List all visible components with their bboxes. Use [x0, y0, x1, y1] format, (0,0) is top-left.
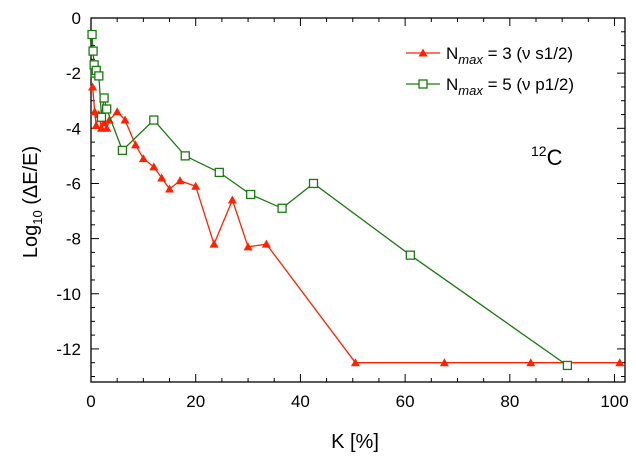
annotation-superscript: 12 — [531, 143, 547, 159]
data-point-triangle — [243, 242, 253, 251]
data-point-triangle — [261, 239, 271, 248]
legend-label-nmax5-sub: max — [458, 83, 483, 98]
data-point-square — [117, 145, 128, 156]
plot-border — [90, 17, 626, 383]
data-point-triangle — [112, 107, 122, 116]
legend: Nmax = 3 (ν s1/2) Nmax = 5 (ν p1/2) — [406, 44, 574, 98]
data-point-square — [102, 104, 112, 114]
data-point-triangle — [102, 123, 112, 132]
axis-ticks — [90, 17, 625, 382]
data-point-triangle — [91, 121, 101, 130]
data-point-triangle — [157, 173, 167, 182]
data-point-square — [246, 189, 256, 200]
legend-marker-nmax5 — [418, 79, 428, 89]
legend-label-nmax3: Nmax = 3 (ν s1/2) — [446, 44, 573, 67]
legend-label-nmax3-main: N — [446, 44, 458, 63]
y-tick-label: -6 — [66, 174, 81, 193]
data-point-square — [94, 71, 104, 81]
y-axis-label-subscript: 10 — [30, 210, 45, 224]
data-point-square — [308, 178, 319, 189]
y-tick-label: -12 — [56, 340, 81, 359]
annotation-text: C — [547, 145, 563, 170]
data-point-triangle — [131, 140, 140, 149]
y-tick-label: 0 — [72, 9, 81, 28]
x-tick-label: 40 — [291, 392, 310, 411]
x-tick-label: 100 — [600, 392, 628, 411]
data-point-triangle — [439, 358, 449, 367]
legend-label-nmax5: Nmax = 5 (ν p1/2) — [446, 75, 574, 98]
data-point-square — [277, 203, 287, 213]
data-point-triangle — [165, 184, 175, 193]
y-tick-label: -2 — [66, 64, 81, 83]
data-point-triangle — [191, 181, 201, 190]
data-point-square — [99, 93, 109, 103]
x-tick-label: 60 — [396, 392, 415, 411]
data-point-triangle — [209, 239, 219, 248]
y-tick-label: -10 — [56, 285, 81, 304]
data-point-square — [180, 151, 190, 161]
data-point-triangle — [175, 176, 185, 185]
series-nmax5 — [87, 29, 573, 371]
data-point-triangle — [99, 118, 109, 127]
series-line — [91, 86, 620, 364]
data-point-square — [149, 115, 159, 125]
data-point-triangle — [227, 195, 237, 204]
legend-label-nmax3-tail: = 3 (ν s1/2) — [483, 44, 573, 63]
legend-label-nmax3-sub: max — [458, 52, 483, 67]
legend-label-nmax5-main: N — [446, 75, 458, 94]
legend-marker-nmax3 — [418, 48, 428, 57]
y-tick-label: -4 — [66, 119, 81, 138]
data-point-triangle — [615, 358, 625, 367]
data-point-triangle — [138, 154, 148, 163]
data-point-square — [87, 29, 97, 40]
legend-label-nmax5-tail: = 5 (ν p1/2) — [483, 75, 574, 94]
data-point-square — [405, 250, 416, 260]
nucleus-annotation: 12C — [531, 143, 563, 170]
x-tick-label: 20 — [186, 392, 205, 411]
data-point-square — [214, 167, 224, 178]
data-point-square — [88, 46, 98, 56]
data-point-square — [96, 112, 107, 122]
y-axis-label-main: Log — [20, 225, 42, 258]
y-tick-label: -8 — [66, 230, 81, 249]
x-tick-label: 0 — [86, 392, 95, 411]
series-layer — [87, 29, 625, 371]
legend-entry-nmax5: Nmax = 5 (ν p1/2) — [406, 75, 574, 98]
legend-entry-nmax3: Nmax = 3 (ν s1/2) — [406, 44, 573, 67]
data-point-triangle — [149, 162, 159, 171]
x-tick-label: 80 — [500, 392, 519, 411]
series-nmax3 — [88, 82, 625, 367]
data-point-square — [562, 360, 573, 371]
plot-frame — [90, 17, 626, 383]
data-point-triangle — [526, 358, 536, 367]
y-axis-label: Log10 (ΔE/E) — [20, 146, 45, 258]
y-axis-label-tail: (ΔE/E) — [20, 146, 42, 210]
tick-labels: 0 20 40 60 80 100 0 -2 -4 -6 -8 -10 -12 — [56, 9, 628, 411]
data-point-triangle — [88, 82, 98, 91]
data-point-triangle — [120, 115, 130, 124]
data-point-triangle — [350, 358, 360, 367]
x-axis-label: K [%] — [331, 431, 379, 453]
